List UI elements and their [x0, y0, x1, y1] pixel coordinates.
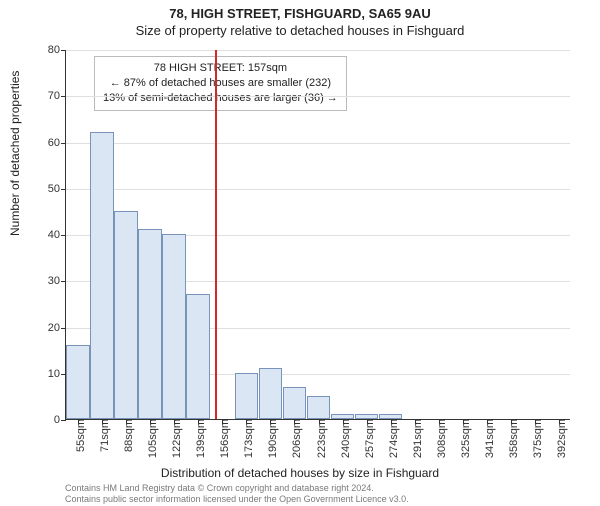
attribution-footer: Contains HM Land Registry data © Crown c…	[0, 483, 600, 504]
histogram-plot-area: 78 HIGH STREET: 157sqm ← 87% of detached…	[65, 50, 570, 420]
xtick-label: 308sqm	[430, 419, 448, 458]
ytick-label: 40	[48, 229, 66, 241]
xtick-label: 156sqm	[213, 419, 231, 458]
x-axis-label: Distribution of detached houses by size …	[0, 466, 600, 480]
histogram-bar	[307, 396, 331, 419]
xtick-label: 223sqm	[310, 419, 328, 458]
histogram-bar	[283, 387, 307, 419]
chart-title-address: 78, HIGH STREET, FISHGUARD, SA65 9AU	[0, 6, 600, 21]
histogram-bar	[90, 132, 114, 419]
xtick-label: 206sqm	[285, 419, 303, 458]
xtick-label: 325sqm	[454, 419, 472, 458]
chart-title-subtitle: Size of property relative to detached ho…	[0, 23, 600, 38]
histogram-bar	[186, 294, 210, 419]
xtick-label: 71sqm	[93, 419, 111, 452]
reference-annotation: 78 HIGH STREET: 157sqm ← 87% of detached…	[94, 56, 347, 111]
xtick-label: 240sqm	[334, 419, 352, 458]
xtick-label: 274sqm	[382, 419, 400, 458]
xtick-label: 291sqm	[406, 419, 424, 458]
histogram-bar	[66, 345, 90, 419]
xtick-label: 122sqm	[165, 419, 183, 458]
ytick-label: 10	[48, 368, 66, 380]
gridline	[66, 143, 570, 144]
annotation-larger: 13% of semi-detached houses are larger (…	[103, 91, 338, 106]
xtick-label: 105sqm	[141, 419, 159, 458]
xtick-label: 257sqm	[358, 419, 376, 458]
ytick-label: 70	[48, 90, 66, 102]
xtick-label: 358sqm	[502, 419, 520, 458]
xtick-label: 190sqm	[261, 419, 279, 458]
histogram-bar	[138, 229, 162, 419]
footer-line-1: Contains HM Land Registry data © Crown c…	[65, 483, 600, 493]
xtick-label: 392sqm	[550, 419, 568, 458]
ytick-label: 0	[54, 414, 66, 426]
xtick-label: 88sqm	[117, 419, 135, 452]
xtick-label: 55sqm	[69, 419, 87, 452]
histogram-bar	[162, 234, 186, 419]
histogram-bar	[235, 373, 259, 419]
xtick-label: 375sqm	[526, 419, 544, 458]
ytick-label: 80	[48, 44, 66, 56]
annotation-smaller: ← 87% of detached houses are smaller (23…	[103, 76, 338, 91]
reference-line	[215, 50, 217, 419]
gridline	[66, 50, 570, 51]
annotation-property: 78 HIGH STREET: 157sqm	[103, 61, 338, 76]
histogram-bar	[114, 211, 138, 419]
ytick-label: 20	[48, 322, 66, 334]
xtick-label: 173sqm	[237, 419, 255, 458]
ytick-label: 30	[48, 275, 66, 287]
gridline	[66, 189, 570, 190]
xtick-label: 341sqm	[478, 419, 496, 458]
y-axis-label: Number of detached properties	[8, 71, 22, 236]
ytick-label: 60	[48, 137, 66, 149]
footer-line-2: Contains public sector information licen…	[65, 494, 600, 504]
histogram-bar	[259, 368, 283, 419]
xtick-label: 139sqm	[189, 419, 207, 458]
ytick-label: 50	[48, 183, 66, 195]
gridline	[66, 96, 570, 97]
